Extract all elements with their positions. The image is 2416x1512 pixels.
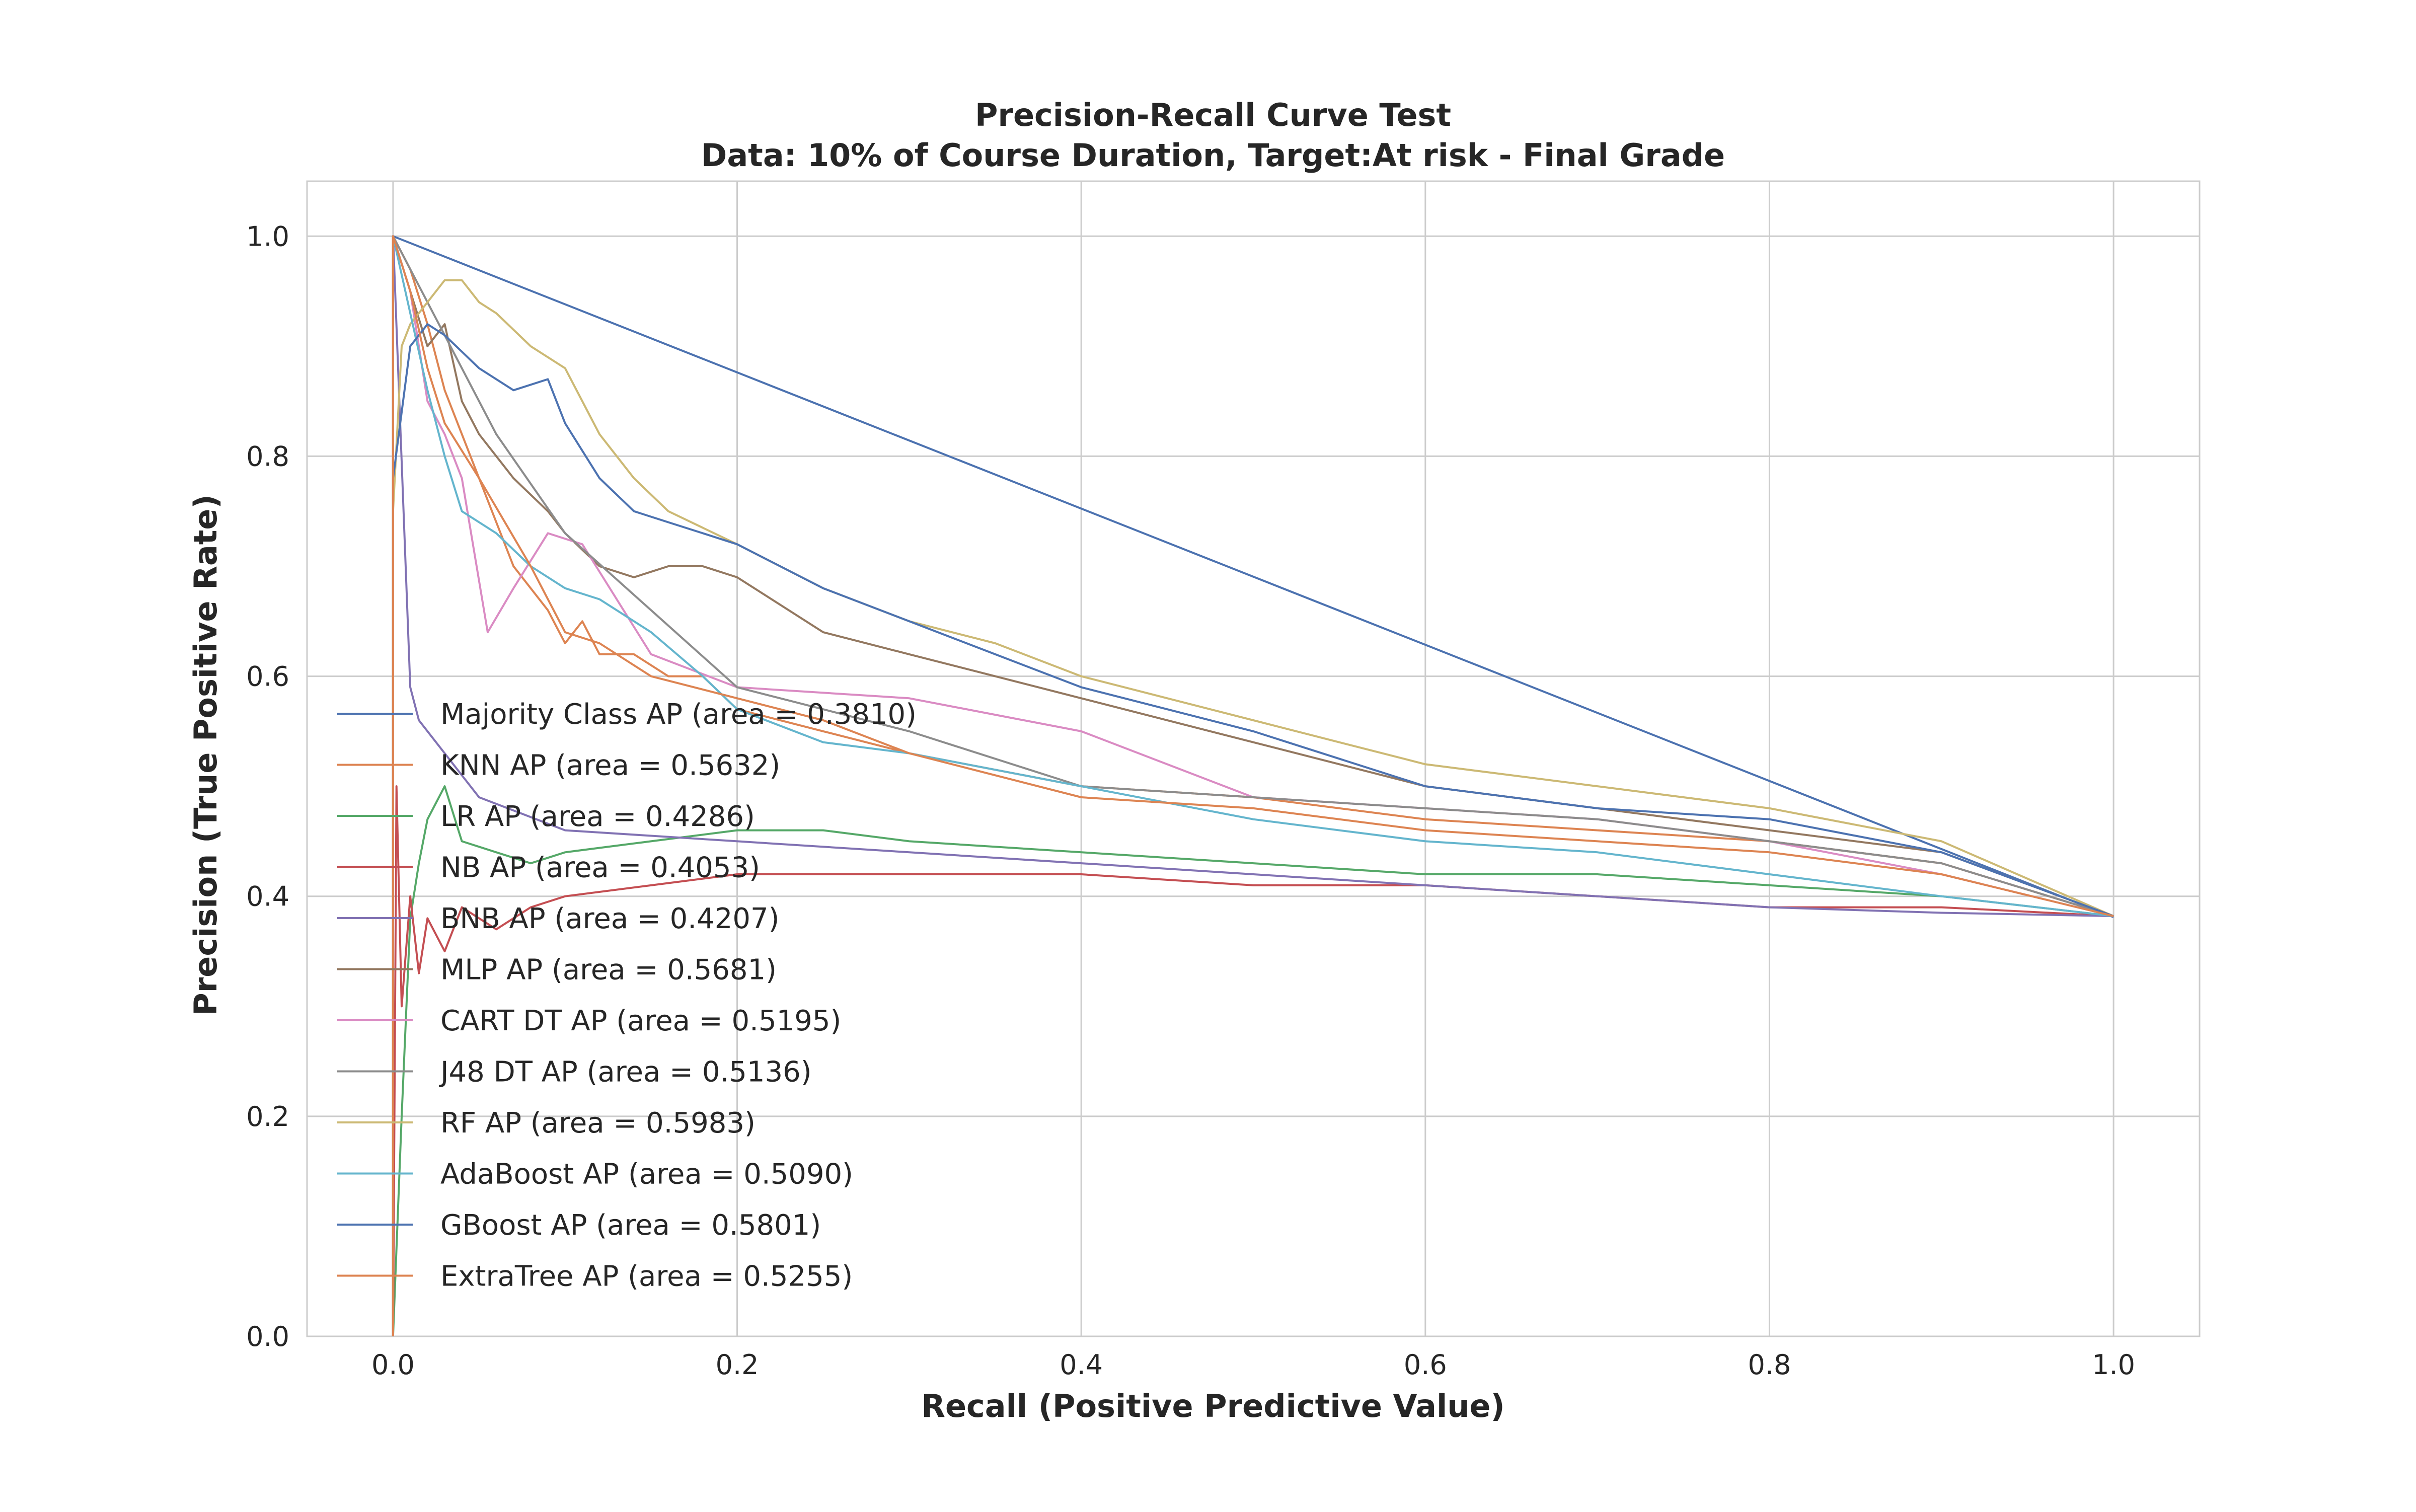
y-axis-label: Precision (True Positive Rate) [187, 494, 224, 1015]
x-tick-label: 0.0 [371, 1349, 415, 1381]
legend-label: ExtraTree AP (area = 0.5255) [440, 1260, 853, 1293]
legend-label: BNB AP (area = 0.4207) [440, 902, 779, 935]
grid-lines [306, 180, 2201, 1337]
legend-item: ExtraTree AP (area = 0.5255) [337, 1260, 853, 1293]
x-tick-label: 0.6 [1404, 1349, 1447, 1381]
legend-label: KNN AP (area = 0.5632) [440, 749, 780, 782]
legend-item: CART DT AP (area = 0.5195) [337, 1005, 841, 1037]
chart-title: Precision-Recall Curve Test [975, 97, 1451, 133]
legend-label: GBoost AP (area = 0.5801) [440, 1209, 821, 1242]
legend-label: AdaBoost AP (area = 0.5090) [440, 1158, 853, 1191]
legend-item: LR AP (area = 0.4286) [337, 800, 755, 833]
series-line [392, 785, 2114, 1337]
legend-item: J48 DT AP (area = 0.5136) [337, 1056, 812, 1089]
legend-label: CART DT AP (area = 0.5195) [440, 1005, 841, 1037]
y-tick-label: 0.4 [246, 881, 289, 913]
x-axis-label: Recall (Positive Predictive Value) [921, 1388, 1505, 1424]
series-line [392, 235, 2114, 1336]
legend: Majority Class AP (area = 0.3810) KNN AP … [337, 698, 917, 1293]
x-tick-label: 0.2 [716, 1349, 759, 1381]
legend-item: Majority Class AP (area = 0.3810) [337, 698, 917, 731]
tick-labels: 0.0 0.2 0.4 0.6 0.8 1.0 0.0 0.2 0.4 0.6 0.8 1.0 [246, 220, 2135, 1381]
legend-label: RF AP (area = 0.5983) [440, 1107, 756, 1140]
legend-label: J48 DT AP (area = 0.5136) [439, 1056, 812, 1089]
legend-label: MLP AP (area = 0.5681) [440, 954, 777, 987]
legend-item: GBoost AP (area = 0.5801) [337, 1209, 821, 1242]
y-tick-label: 0.0 [246, 1321, 289, 1352]
legend-item: MLP AP (area = 0.5681) [337, 954, 777, 987]
y-tick-label: 0.6 [246, 661, 289, 693]
y-tick-label: 0.8 [246, 440, 289, 472]
x-tick-label: 1.0 [2092, 1349, 2135, 1381]
legend-label: NB AP (area = 0.4053) [440, 852, 760, 884]
chart-subtitle: Data: 10% of Course Duration, Target:At … [701, 137, 1725, 174]
y-tick-label: 0.2 [246, 1101, 289, 1132]
legend-item: BNB AP (area = 0.4207) [337, 902, 779, 935]
series-line [392, 235, 2114, 1336]
series-line [392, 323, 2114, 1336]
series-line [392, 235, 2114, 1336]
legend-item: RF AP (area = 0.5983) [337, 1107, 756, 1140]
x-tick-label: 0.4 [1060, 1349, 1103, 1381]
legend-item: KNN AP (area = 0.5632) [337, 749, 780, 782]
series-line [392, 279, 2114, 1336]
legend-item: AdaBoost AP (area = 0.5090) [337, 1158, 853, 1191]
series-line [392, 235, 2114, 1336]
x-tick-label: 0.8 [1748, 1349, 1791, 1381]
legend-label: Majority Class AP (area = 0.3810) [440, 698, 917, 731]
legend-label: LR AP (area = 0.4286) [440, 800, 755, 833]
y-tick-label: 1.0 [246, 220, 289, 252]
legend-item: NB AP (area = 0.4053) [337, 852, 760, 884]
